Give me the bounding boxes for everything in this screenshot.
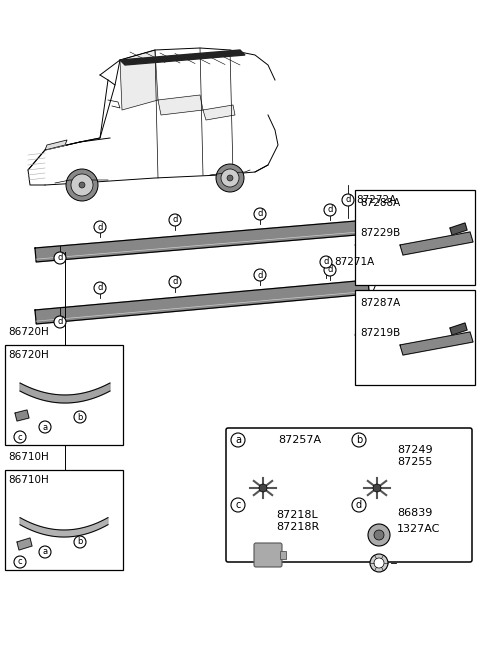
Circle shape [352, 498, 366, 512]
Text: 87255: 87255 [397, 457, 432, 467]
Circle shape [94, 221, 106, 233]
Polygon shape [450, 223, 467, 235]
FancyBboxPatch shape [355, 190, 475, 285]
Text: d: d [172, 277, 178, 287]
Text: d: d [257, 270, 263, 279]
Circle shape [14, 431, 26, 443]
Circle shape [216, 164, 244, 192]
Circle shape [39, 421, 51, 433]
Text: 86720H: 86720H [8, 350, 49, 360]
Text: 86710H: 86710H [8, 452, 49, 462]
Circle shape [370, 554, 388, 572]
Text: b: b [77, 413, 83, 422]
Text: d: d [356, 500, 362, 510]
Text: b: b [356, 435, 362, 445]
Circle shape [320, 256, 332, 268]
Circle shape [71, 174, 93, 196]
Circle shape [66, 169, 98, 201]
FancyBboxPatch shape [5, 470, 123, 570]
Circle shape [54, 316, 66, 328]
Circle shape [373, 484, 381, 492]
FancyBboxPatch shape [355, 290, 475, 385]
Polygon shape [35, 280, 369, 324]
FancyBboxPatch shape [280, 551, 286, 559]
FancyBboxPatch shape [5, 345, 123, 445]
Polygon shape [400, 232, 473, 255]
Circle shape [259, 484, 267, 492]
Text: 87271A: 87271A [334, 257, 374, 267]
Circle shape [374, 558, 384, 568]
Polygon shape [203, 105, 235, 120]
Text: 86839: 86839 [397, 508, 432, 518]
Circle shape [352, 433, 366, 447]
Circle shape [324, 264, 336, 276]
Circle shape [39, 546, 51, 558]
FancyBboxPatch shape [226, 428, 472, 562]
Text: c: c [235, 500, 240, 510]
Text: c: c [18, 558, 22, 567]
Circle shape [74, 411, 86, 423]
Text: d: d [172, 216, 178, 224]
Circle shape [74, 536, 86, 548]
Polygon shape [35, 220, 369, 262]
Polygon shape [450, 323, 467, 335]
Text: c: c [18, 432, 22, 441]
Text: 87272A: 87272A [356, 195, 396, 205]
Text: 87218R: 87218R [276, 522, 319, 532]
Circle shape [254, 269, 266, 281]
Polygon shape [17, 538, 32, 550]
Text: a: a [235, 435, 241, 445]
Text: b: b [77, 537, 83, 546]
Circle shape [368, 524, 390, 546]
FancyBboxPatch shape [254, 543, 282, 567]
Circle shape [231, 498, 245, 512]
Text: d: d [324, 258, 329, 266]
Text: d: d [327, 205, 333, 215]
Text: 87249: 87249 [397, 445, 432, 455]
Circle shape [374, 530, 384, 540]
Circle shape [54, 252, 66, 264]
Text: 87287A: 87287A [360, 298, 400, 308]
Text: d: d [345, 195, 351, 205]
Text: a: a [42, 422, 48, 432]
Text: d: d [57, 318, 63, 327]
Text: d: d [257, 209, 263, 218]
Polygon shape [120, 50, 245, 65]
Polygon shape [158, 95, 203, 115]
Circle shape [169, 214, 181, 226]
Polygon shape [20, 518, 108, 537]
Circle shape [227, 175, 233, 181]
Text: a: a [42, 548, 48, 556]
Text: 87257A: 87257A [278, 435, 321, 445]
Text: d: d [57, 253, 63, 262]
Text: 87218L: 87218L [276, 510, 318, 520]
Polygon shape [45, 140, 67, 150]
Text: 86720H: 86720H [8, 327, 49, 337]
Polygon shape [120, 50, 158, 110]
Circle shape [94, 282, 106, 294]
Text: d: d [97, 222, 103, 232]
Circle shape [254, 208, 266, 220]
Circle shape [324, 204, 336, 216]
Circle shape [231, 433, 245, 447]
Text: 87219B: 87219B [360, 328, 400, 338]
Polygon shape [20, 383, 110, 403]
Text: 1327AC: 1327AC [397, 524, 440, 534]
Text: 87288A: 87288A [360, 198, 400, 208]
Circle shape [79, 182, 85, 188]
Circle shape [221, 169, 239, 187]
Circle shape [169, 276, 181, 288]
Circle shape [14, 556, 26, 568]
Polygon shape [400, 332, 473, 355]
Text: 86710H: 86710H [8, 475, 49, 485]
Circle shape [342, 194, 354, 206]
Text: 87229B: 87229B [360, 228, 400, 238]
Text: d: d [97, 283, 103, 293]
Text: d: d [327, 266, 333, 274]
Polygon shape [15, 410, 29, 421]
